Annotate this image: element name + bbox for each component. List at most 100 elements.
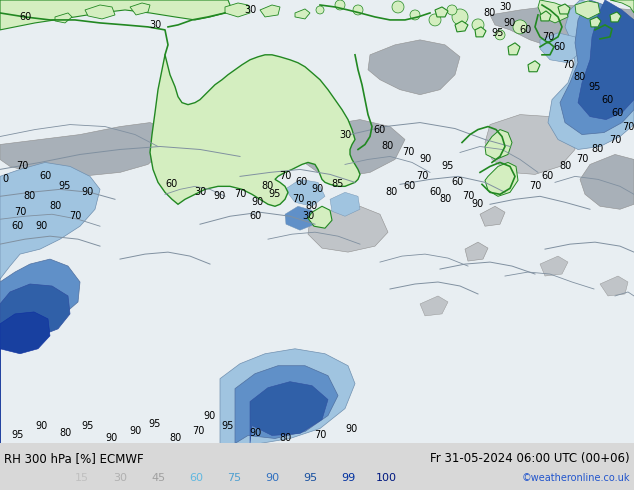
Text: 90: 90 bbox=[504, 18, 516, 28]
Polygon shape bbox=[580, 154, 634, 209]
Text: 60: 60 bbox=[296, 177, 308, 187]
Polygon shape bbox=[295, 9, 310, 19]
Text: 90: 90 bbox=[252, 197, 264, 207]
Polygon shape bbox=[590, 17, 601, 27]
Text: 80: 80 bbox=[574, 72, 586, 82]
Circle shape bbox=[392, 1, 404, 13]
Text: 95: 95 bbox=[442, 161, 454, 172]
Text: 60: 60 bbox=[249, 211, 261, 221]
Text: 60: 60 bbox=[519, 25, 531, 35]
Circle shape bbox=[429, 14, 441, 26]
Polygon shape bbox=[435, 7, 448, 17]
Polygon shape bbox=[540, 256, 568, 276]
Polygon shape bbox=[485, 162, 518, 196]
Text: 90: 90 bbox=[419, 154, 431, 165]
Text: 60: 60 bbox=[542, 172, 554, 181]
Polygon shape bbox=[475, 27, 486, 37]
Polygon shape bbox=[420, 296, 448, 316]
Text: 80: 80 bbox=[59, 428, 71, 439]
Circle shape bbox=[452, 9, 468, 25]
Text: 70: 70 bbox=[542, 32, 554, 42]
Text: Fr 31-05-2024 06:00 UTC (00+06): Fr 31-05-2024 06:00 UTC (00+06) bbox=[430, 452, 630, 465]
Polygon shape bbox=[540, 33, 580, 63]
Text: 30: 30 bbox=[194, 187, 206, 197]
Polygon shape bbox=[560, 0, 634, 135]
Text: 95: 95 bbox=[492, 28, 504, 38]
Text: 60: 60 bbox=[602, 95, 614, 105]
Polygon shape bbox=[285, 206, 315, 230]
Polygon shape bbox=[578, 0, 634, 120]
Polygon shape bbox=[538, 0, 568, 23]
Text: 70: 70 bbox=[609, 135, 621, 145]
Text: 90: 90 bbox=[106, 434, 118, 443]
Text: 80: 80 bbox=[169, 434, 181, 443]
Polygon shape bbox=[610, 12, 621, 22]
Text: 80: 80 bbox=[262, 181, 274, 192]
Text: 80: 80 bbox=[484, 8, 496, 18]
Polygon shape bbox=[330, 193, 360, 216]
Text: 70: 70 bbox=[69, 211, 81, 221]
Text: 60: 60 bbox=[374, 124, 386, 135]
Circle shape bbox=[495, 30, 505, 40]
Polygon shape bbox=[455, 21, 468, 32]
Polygon shape bbox=[558, 4, 570, 14]
Polygon shape bbox=[480, 206, 505, 226]
Text: 30: 30 bbox=[113, 473, 127, 483]
Polygon shape bbox=[260, 5, 280, 17]
Polygon shape bbox=[0, 0, 230, 30]
Polygon shape bbox=[465, 242, 488, 261]
Text: 90: 90 bbox=[312, 184, 324, 195]
Text: 80: 80 bbox=[279, 434, 291, 443]
Text: 90: 90 bbox=[36, 420, 48, 431]
Text: 30: 30 bbox=[244, 5, 256, 15]
Text: 70: 70 bbox=[622, 122, 634, 131]
Text: 95: 95 bbox=[12, 431, 24, 441]
Text: 60: 60 bbox=[166, 179, 178, 189]
Polygon shape bbox=[238, 140, 278, 167]
Text: 70: 70 bbox=[576, 154, 588, 165]
Polygon shape bbox=[490, 5, 634, 63]
Polygon shape bbox=[0, 312, 50, 443]
Circle shape bbox=[447, 5, 457, 15]
Polygon shape bbox=[0, 284, 70, 443]
Text: 90: 90 bbox=[472, 199, 484, 209]
Text: ©weatheronline.co.uk: ©weatheronline.co.uk bbox=[522, 473, 630, 483]
Text: 90: 90 bbox=[82, 187, 94, 197]
Circle shape bbox=[335, 0, 345, 10]
Text: 80: 80 bbox=[306, 201, 318, 211]
Polygon shape bbox=[528, 61, 540, 72]
Text: 60: 60 bbox=[12, 221, 24, 231]
Text: 90: 90 bbox=[204, 411, 216, 420]
Polygon shape bbox=[0, 259, 80, 443]
Text: 100: 100 bbox=[375, 473, 396, 483]
Polygon shape bbox=[540, 11, 551, 21]
Polygon shape bbox=[235, 366, 338, 443]
Text: 90: 90 bbox=[129, 426, 141, 437]
Polygon shape bbox=[175, 105, 218, 135]
Polygon shape bbox=[308, 206, 388, 252]
Text: 60: 60 bbox=[554, 42, 566, 52]
Polygon shape bbox=[575, 1, 600, 19]
Text: 95: 95 bbox=[82, 420, 94, 431]
Text: 95: 95 bbox=[589, 82, 601, 92]
Text: 70: 70 bbox=[462, 191, 474, 201]
Text: 45: 45 bbox=[151, 473, 165, 483]
Text: 80: 80 bbox=[592, 145, 604, 154]
Text: 70: 70 bbox=[14, 207, 26, 217]
Polygon shape bbox=[225, 3, 250, 17]
Text: 80: 80 bbox=[382, 142, 394, 151]
Text: 60: 60 bbox=[189, 473, 203, 483]
Polygon shape bbox=[0, 162, 100, 443]
Text: 80: 80 bbox=[439, 195, 451, 204]
Polygon shape bbox=[548, 0, 634, 149]
Text: 80: 80 bbox=[24, 191, 36, 201]
Text: 90: 90 bbox=[36, 221, 48, 231]
Text: 0: 0 bbox=[2, 174, 8, 184]
Text: 95: 95 bbox=[303, 473, 317, 483]
Text: 15: 15 bbox=[75, 473, 89, 483]
Text: 70: 70 bbox=[292, 195, 304, 204]
Polygon shape bbox=[130, 3, 150, 15]
Text: 60: 60 bbox=[19, 12, 31, 22]
Text: 70: 70 bbox=[279, 172, 291, 181]
Text: 99: 99 bbox=[341, 473, 355, 483]
